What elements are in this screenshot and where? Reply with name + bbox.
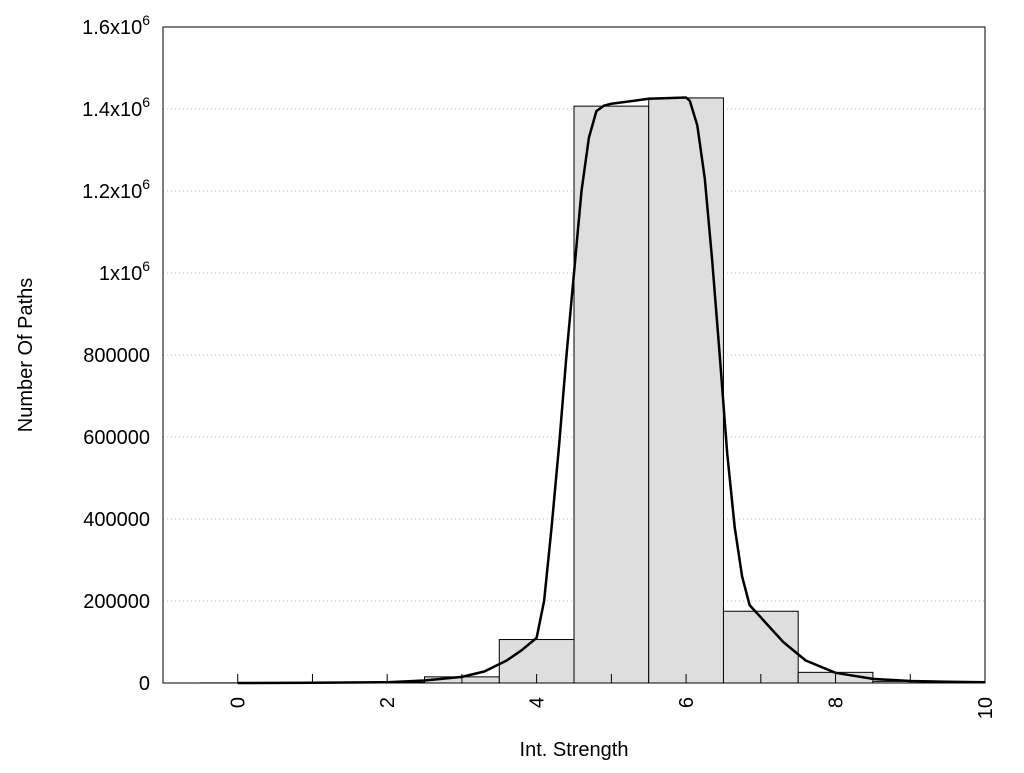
y-tick-label: 800000 bbox=[83, 345, 150, 367]
y-tick-label: 0 bbox=[139, 673, 150, 695]
bar bbox=[574, 106, 649, 683]
bars bbox=[200, 98, 947, 683]
x-tick-label: 10 bbox=[975, 697, 997, 719]
y-tick-label: 400000 bbox=[83, 509, 150, 531]
x-tick-label: 6 bbox=[676, 697, 698, 708]
bar bbox=[649, 98, 724, 683]
y-axis: 0 200000 400000 600000 800000 1x106 1.2x106 1.4… bbox=[82, 12, 150, 695]
x-axis-label: Int. Strength bbox=[520, 739, 629, 761]
y-tick-label: 1x106 bbox=[99, 258, 150, 285]
y-axis-label: Number Of Paths bbox=[15, 278, 37, 433]
y-tick-label: 600000 bbox=[83, 427, 150, 449]
y-tick-label: 1.2x106 bbox=[82, 176, 150, 203]
bar bbox=[723, 611, 798, 683]
y-tick-label: 1.4x106 bbox=[82, 94, 150, 121]
x-tick-label: 4 bbox=[527, 697, 549, 708]
y-tick-label: 200000 bbox=[83, 591, 150, 613]
x-tick-label: 2 bbox=[377, 697, 399, 708]
y-tick-label: 1.6x106 bbox=[82, 12, 150, 39]
x-tick-label: 8 bbox=[826, 697, 848, 708]
x-tick-label: 0 bbox=[228, 697, 250, 708]
